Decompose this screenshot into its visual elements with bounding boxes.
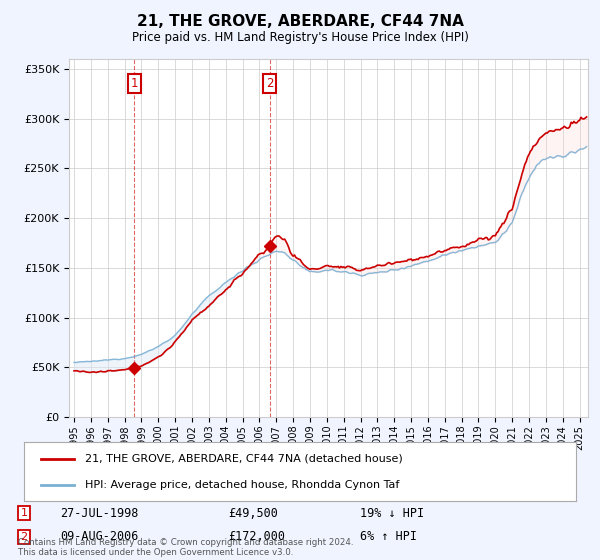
Text: 27-JUL-1998: 27-JUL-1998 bbox=[60, 507, 139, 520]
Text: HPI: Average price, detached house, Rhondda Cynon Taf: HPI: Average price, detached house, Rhon… bbox=[85, 480, 399, 490]
Text: 2: 2 bbox=[20, 532, 28, 542]
Text: 19% ↓ HPI: 19% ↓ HPI bbox=[360, 507, 424, 520]
Text: 2: 2 bbox=[266, 77, 274, 90]
Text: Price paid vs. HM Land Registry's House Price Index (HPI): Price paid vs. HM Land Registry's House … bbox=[131, 31, 469, 44]
Text: 1: 1 bbox=[20, 508, 28, 518]
Text: £49,500: £49,500 bbox=[228, 507, 278, 520]
Text: 6% ↑ HPI: 6% ↑ HPI bbox=[360, 530, 417, 543]
Text: 09-AUG-2006: 09-AUG-2006 bbox=[60, 530, 139, 543]
Text: £172,000: £172,000 bbox=[228, 530, 285, 543]
Text: Contains HM Land Registry data © Crown copyright and database right 2024.
This d: Contains HM Land Registry data © Crown c… bbox=[18, 538, 353, 557]
Text: 21, THE GROVE, ABERDARE, CF44 7NA: 21, THE GROVE, ABERDARE, CF44 7NA bbox=[137, 14, 463, 29]
Text: 21, THE GROVE, ABERDARE, CF44 7NA (detached house): 21, THE GROVE, ABERDARE, CF44 7NA (detac… bbox=[85, 454, 403, 464]
Text: 1: 1 bbox=[130, 77, 138, 90]
